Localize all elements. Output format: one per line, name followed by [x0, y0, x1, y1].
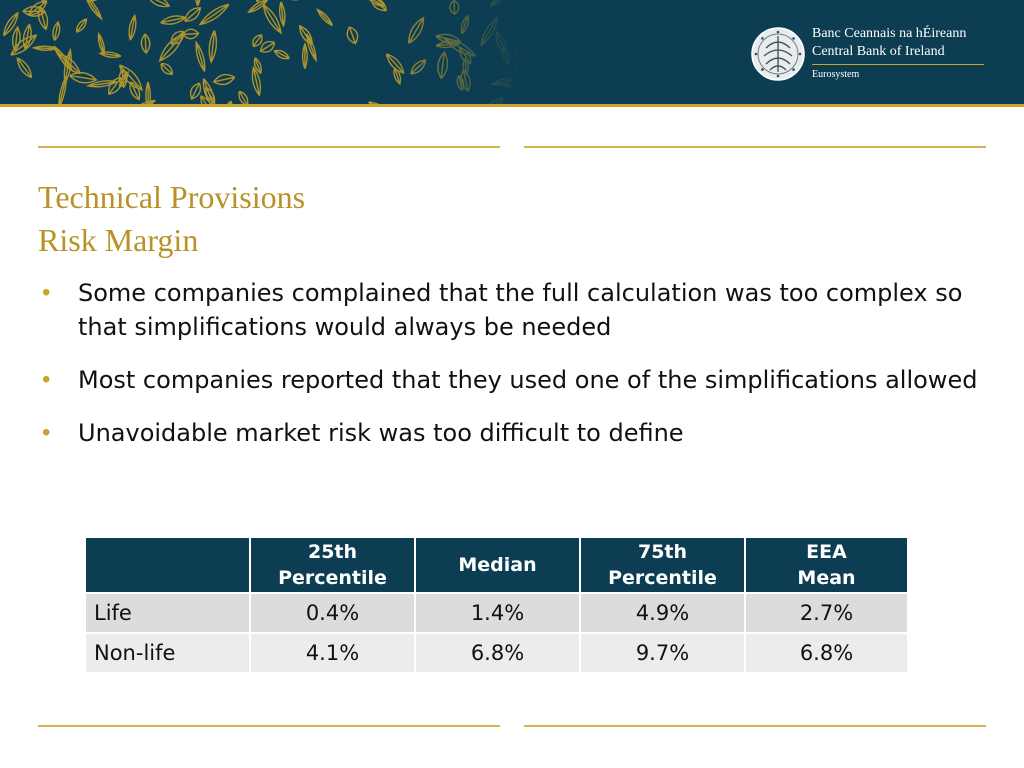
bullet-text: Some companies complained that the full …: [78, 279, 963, 341]
bottom-left-rule: [38, 725, 500, 727]
leaf-pattern-decoration: [0, 0, 520, 104]
table-header-empty: [84, 536, 251, 594]
header-banner: Banc Ceannais na hÉireann Central Bank o…: [0, 0, 1024, 104]
table-cell: 6.8%: [744, 632, 909, 674]
brand-name-irish: Banc Ceannais na hÉireann: [812, 26, 967, 41]
row-label: Non-life: [84, 632, 251, 674]
central-bank-seal-icon: [751, 27, 805, 81]
bullet-dot-icon: •: [42, 366, 51, 393]
bottom-right-rule: [524, 725, 986, 727]
header-line: 75th: [637, 541, 688, 563]
bullet-dot-icon: •: [42, 279, 51, 306]
bullet-dot-icon: •: [42, 419, 51, 446]
table-row: Non-life 4.1% 6.8% 9.7% 6.8%: [84, 632, 909, 674]
risk-margin-table: 25th Percentile Median 75th Percentile E…: [84, 536, 909, 674]
table-header-cell: 75th Percentile: [579, 536, 746, 594]
table-cell: 0.4%: [249, 592, 416, 634]
brand-eurosystem: Eurosystem: [812, 69, 860, 80]
bullet-item: • Some companies complained that the ful…: [38, 276, 978, 344]
table-header-cell: Median: [414, 536, 581, 594]
bullet-item: • Unavoidable market risk was too diffic…: [38, 416, 978, 450]
table-row: Life 0.4% 1.4% 4.9% 2.7%: [84, 592, 909, 634]
table-cell: 4.1%: [249, 632, 416, 674]
brand-name-english: Central Bank of Ireland: [812, 44, 945, 59]
table-cell: 6.8%: [414, 632, 581, 674]
table-cell: 1.4%: [414, 592, 581, 634]
top-right-rule: [524, 146, 986, 148]
table-cell: 9.7%: [579, 632, 746, 674]
table-cell: 2.7%: [744, 592, 909, 634]
bullet-text: Unavoidable market risk was too difficul…: [78, 419, 684, 447]
bullet-item: • Most companies reported that they used…: [38, 363, 978, 397]
header-line: Mean: [797, 567, 856, 589]
table-header-cell: EEA Mean: [744, 536, 909, 594]
slide-subtitle: Risk Margin: [38, 222, 199, 258]
header-line: Median: [458, 554, 537, 576]
banner-gold-rule: [0, 104, 1024, 107]
table-header-cell: 25th Percentile: [249, 536, 416, 594]
brand-divider: [812, 64, 984, 65]
table-cell: 4.9%: [579, 592, 746, 634]
bullet-text: Most companies reported that they used o…: [78, 366, 978, 394]
header-line: Percentile: [608, 567, 717, 589]
bullet-list: • Some companies complained that the ful…: [38, 276, 978, 469]
header-line: EEA: [806, 541, 847, 563]
header-line: 25th: [307, 541, 358, 563]
slide-title: Technical Provisions: [38, 179, 306, 215]
header-line: Percentile: [278, 567, 387, 589]
central-bank-brand: Banc Ceannais na hÉireann Central Bank o…: [750, 24, 1000, 84]
top-left-rule: [38, 146, 500, 148]
table-header-row: 25th Percentile Median 75th Percentile E…: [84, 536, 909, 594]
row-label: Life: [84, 592, 251, 634]
